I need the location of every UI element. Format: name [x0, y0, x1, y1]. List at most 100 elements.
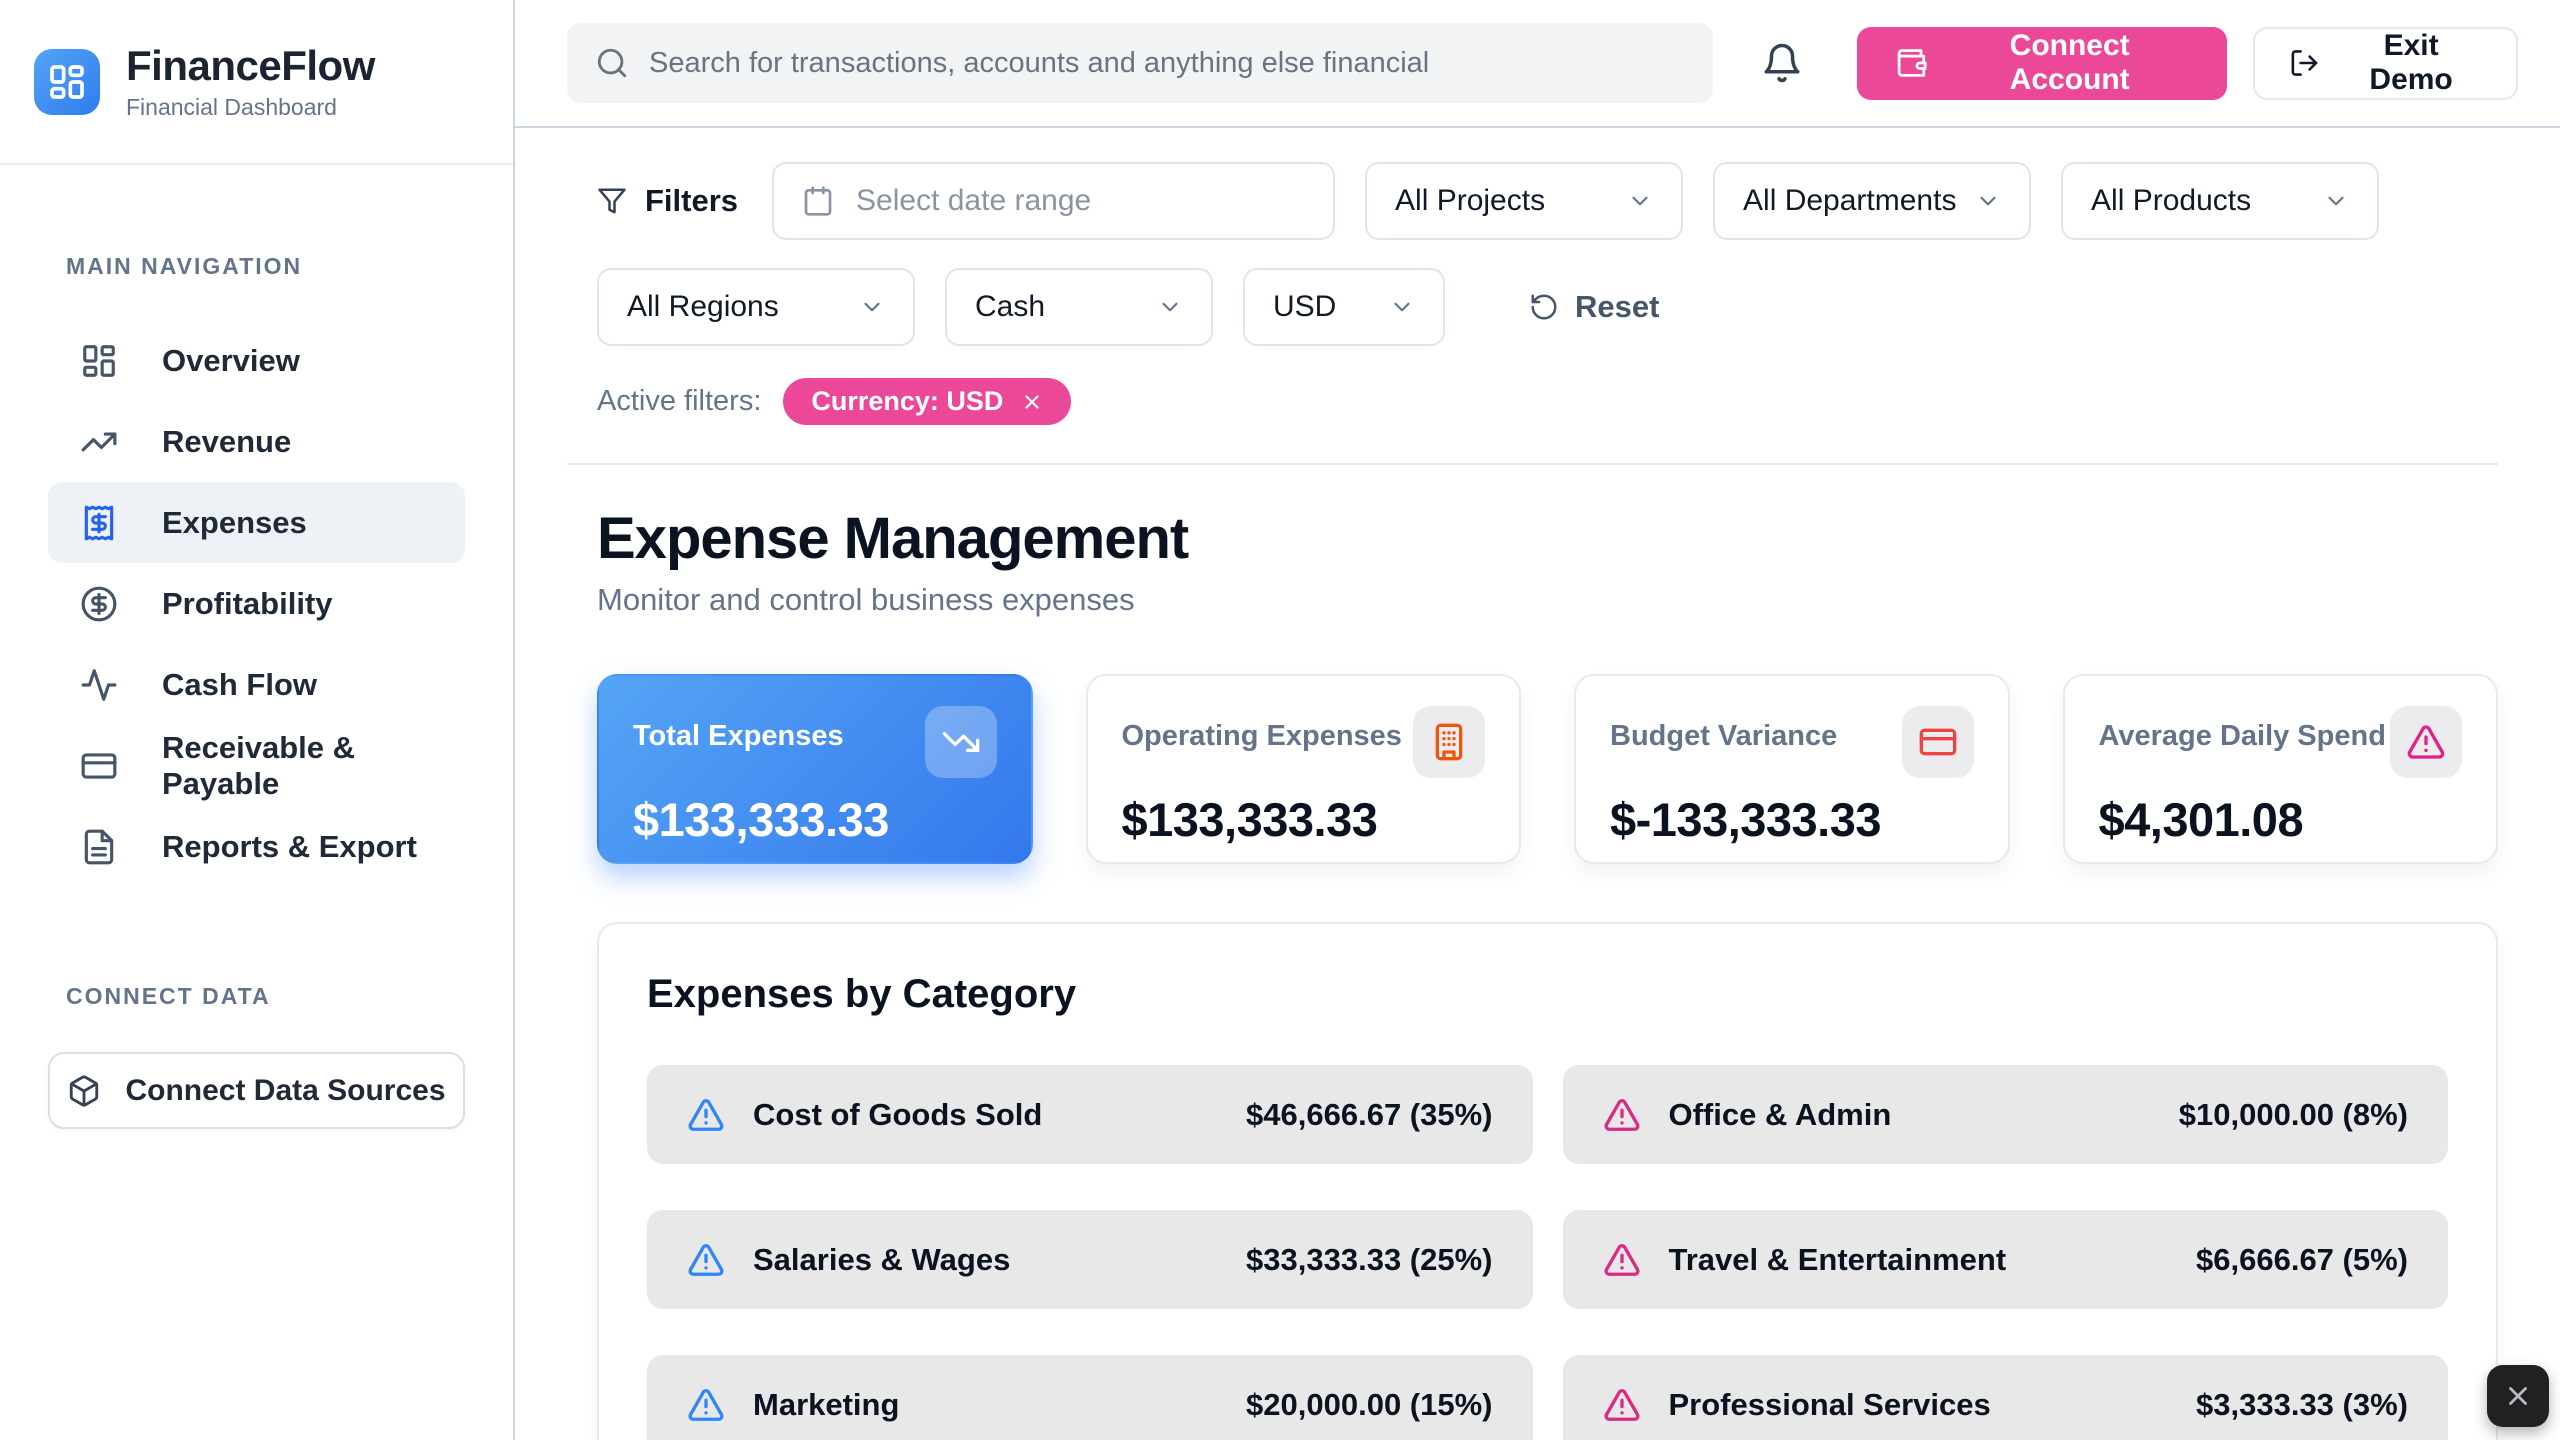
reset-label: Reset	[1575, 289, 1660, 324]
exit-demo-button[interactable]: Exit Demo	[2253, 26, 2518, 100]
sidebar-item-cash-flow[interactable]: Cash Flow	[48, 644, 465, 725]
cube-icon	[70, 1074, 99, 1107]
category-grid: Cost of Goods Sold $46,666.67 (35%) Offi…	[647, 1065, 2448, 1440]
sidebar-item-label: Receivable & Payable	[162, 729, 355, 801]
sidebar-item-revenue[interactable]: Revenue	[48, 401, 465, 482]
sidebar: FinanceFlow Financial Dashboard MAIN NAV…	[0, 0, 515, 1440]
category-row-cost-of-goods-sold[interactable]: Cost of Goods Sold $46,666.67 (35%)	[647, 1065, 1533, 1164]
stat-label: Operating Expenses	[1121, 720, 1402, 752]
connect-account-button[interactable]: Connect Account	[1857, 26, 2228, 100]
wallet-icon	[1897, 49, 1927, 77]
category-label: Marketing	[753, 1386, 900, 1422]
sidebar-item-reports-export[interactable]: Reports & Export	[48, 806, 465, 887]
remove-filter-icon[interactable]	[1021, 391, 1043, 413]
category-label: Cost of Goods Sold	[753, 1096, 1043, 1132]
alert-triangle-icon	[1603, 1096, 1641, 1134]
dollar-circle-icon	[80, 585, 118, 623]
stat-label: Budget Variance	[1610, 720, 1838, 752]
exit-demo-label: Exit Demo	[2369, 29, 2453, 96]
regions-dropdown[interactable]: All Regions	[597, 268, 915, 346]
reset-filters-button[interactable]: Reset	[1529, 289, 1659, 325]
dashboard-icon	[80, 342, 118, 380]
main-content: Filters Select date range All Projects A…	[515, 128, 2560, 1440]
chevron-down-icon	[2328, 196, 2344, 206]
connect-account-label: Connect Account	[2009, 29, 2130, 96]
projects-dropdown[interactable]: All Projects	[1365, 162, 1684, 240]
app-logo-icon	[34, 48, 100, 115]
alert-triangle-icon	[687, 1241, 725, 1279]
accounting-basis-dropdown[interactable]: Cash	[945, 268, 1213, 346]
accounting-basis-value: Cash	[975, 290, 1046, 323]
category-label: Professional Services	[1668, 1386, 1991, 1422]
page-subtitle: Monitor and control business expenses	[597, 582, 1135, 617]
expenses-by-category-title: Expenses by Category	[647, 972, 1077, 1016]
category-value: $6,666.67 (5%)	[2196, 1241, 2408, 1277]
filters-title: Filters	[597, 183, 738, 219]
category-row-travel-entertainment[interactable]: Travel & Entertainment $6,666.67 (5%)	[1562, 1210, 2448, 1309]
chevron-down-icon	[1980, 196, 1996, 206]
filter-funnel-icon	[598, 188, 626, 214]
category-row-professional-services[interactable]: Professional Services $3,333.33 (3%)	[1562, 1355, 2448, 1440]
currency-filter-chip[interactable]: Currency: USD	[783, 378, 1072, 425]
page-title: Expense Management	[597, 506, 1189, 571]
brand: FinanceFlow Financial Dashboard	[0, 0, 513, 165]
sidebar-item-label: Reports & Export	[162, 828, 417, 864]
departments-dropdown-value: All Departments	[1743, 184, 1957, 217]
sidebar-item-expenses[interactable]: Expenses	[48, 482, 465, 563]
connect-data-sources-button[interactable]: Connect Data Sources	[48, 1052, 465, 1129]
chevron-down-icon	[1394, 302, 1410, 312]
sidebar-item-profitability[interactable]: Profitability	[48, 563, 465, 644]
category-value: $3,333.33 (3%)	[2196, 1386, 2408, 1422]
receipt-icon	[80, 504, 118, 542]
regions-dropdown-value: All Regions	[627, 290, 779, 323]
products-dropdown[interactable]: All Products	[2061, 162, 2380, 240]
building-icon	[1413, 706, 1485, 778]
stat-card-operating-expenses: Operating Expenses $133,333.33	[1085, 674, 1521, 864]
chevron-down-icon	[1162, 302, 1178, 312]
stat-value: $4,301.08	[2098, 793, 2304, 846]
alert-triangle-icon	[1603, 1386, 1641, 1424]
departments-dropdown[interactable]: All Departments	[1713, 162, 2032, 240]
connect-data-section-label: CONNECT DATA	[66, 983, 271, 1009]
stat-value: $133,333.33	[633, 793, 889, 846]
sidebar-item-label: Profitability	[162, 585, 333, 621]
file-text-icon	[80, 828, 118, 866]
category-row-marketing[interactable]: Marketing $20,000.00 (15%)	[647, 1355, 1533, 1440]
content-column: Connect Account Exit Demo Filters	[515, 0, 2560, 1440]
close-button[interactable]	[2487, 1365, 2549, 1427]
products-dropdown-value: All Products	[2091, 184, 2252, 217]
category-value: $20,000.00 (15%)	[1246, 1386, 1493, 1422]
sidebar-item-receivable-payable[interactable]: Receivable & Payable	[48, 725, 465, 806]
projects-dropdown-value: All Projects	[1395, 184, 1546, 217]
category-row-salaries-wages[interactable]: Salaries & Wages $33,333.33 (25%)	[647, 1210, 1533, 1309]
app-tagline: Financial Dashboard	[126, 94, 337, 120]
trending-up-icon	[80, 423, 118, 461]
log-out-icon	[2291, 50, 2318, 76]
stat-card-total-expenses: Total Expenses $133,333.33	[597, 674, 1033, 864]
currency-filter-chip-label: Currency: USD	[811, 386, 1004, 416]
date-range-input[interactable]: Select date range	[772, 162, 1336, 240]
category-label: Office & Admin	[1668, 1096, 1892, 1132]
sidebar-item-overview[interactable]: Overview	[48, 320, 465, 401]
rotate-ccw-icon	[1531, 294, 1557, 320]
category-value: $46,666.67 (35%)	[1246, 1096, 1493, 1132]
stat-card-budget-variance: Budget Variance $-133,333.33	[1574, 674, 2010, 864]
stat-cards-row: Total Expenses $133,333.33 Operating Exp…	[597, 674, 2498, 864]
topbar: Connect Account Exit Demo	[515, 0, 2560, 128]
search-bar[interactable]	[567, 23, 1714, 103]
search-input[interactable]	[649, 46, 1686, 80]
active-filters-label: Active filters:	[597, 385, 762, 417]
brand-text: FinanceFlow Financial Dashboard	[126, 42, 375, 121]
chevron-down-icon	[1632, 196, 1648, 206]
notifications-bell-icon[interactable]	[1761, 42, 1803, 84]
search-icon	[597, 48, 627, 78]
nav-section-label: MAIN NAVIGATION	[66, 253, 303, 279]
currency-dropdown[interactable]: USD	[1243, 268, 1445, 346]
currency-dropdown-value: USD	[1273, 290, 1337, 323]
active-filters-row: Active filters: Currency: USD	[597, 378, 2498, 425]
category-row-office-admin[interactable]: Office & Admin $10,000.00 (8%)	[1562, 1065, 2448, 1164]
divider	[567, 463, 2498, 465]
main-navigation: Overview Revenue Expenses	[0, 320, 513, 887]
date-range-placeholder: Select date range	[856, 184, 1092, 217]
